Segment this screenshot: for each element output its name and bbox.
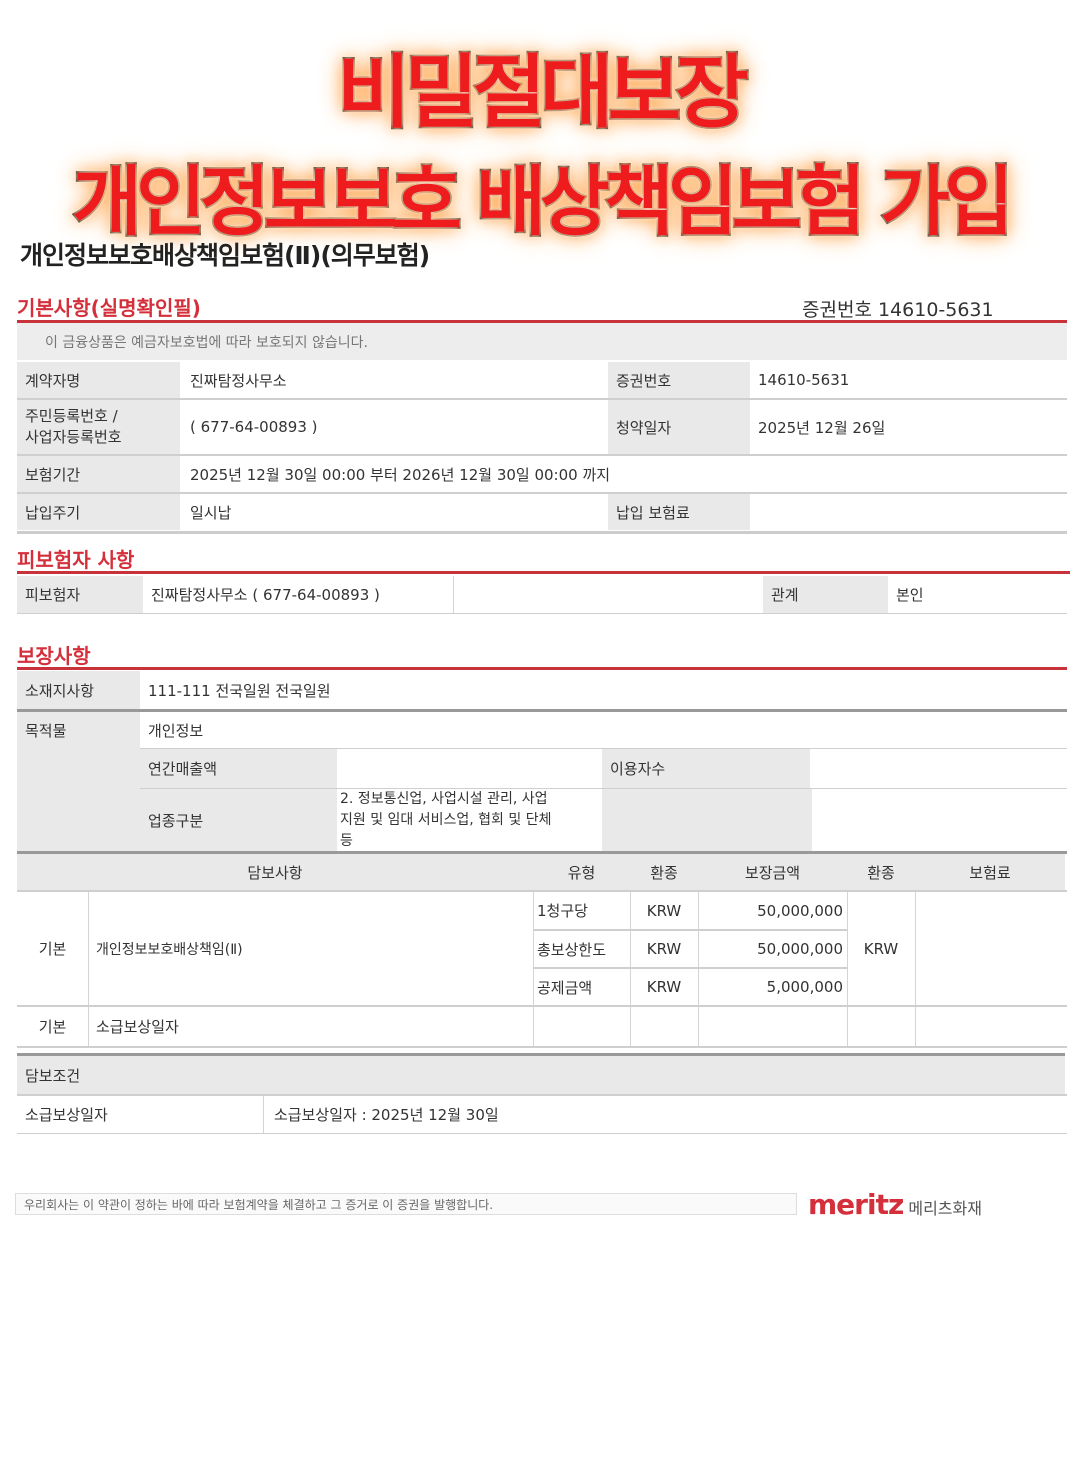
notice: 이 금융상품은 예금자보호법에 따라 보호되지 않습니다. [17,323,1067,360]
coverage-name: 소급보상일자 [96,1017,179,1036]
insured-name: 진짜탐정사무소 ( 677-64-00893 ) [151,586,380,604]
insurance-period: 2025년 12월 30일 00:00 부터 2026년 12월 30일 00:… [190,465,611,484]
label: 업종구분 [140,789,337,852]
label: 납입 보험료 [608,494,750,530]
section-coverage-title: 보장사항 [17,644,91,668]
banner-line-2: 개인정보보호 배상책임보험 가입 [71,156,1016,248]
label: 청약일자 [608,400,750,454]
relation: 본인 [896,586,924,604]
coverage-name: 개인정보보호배상책임(Ⅱ) [96,941,243,958]
contractor-name: 진짜탐정사무소 [190,371,287,390]
label: 소급보상일자 [25,1106,108,1124]
section-basic-title: 기본사항(실명확인필) [17,296,201,320]
amount: 50,000,000 [757,940,843,958]
coverage-kind: 기본 [38,1017,67,1036]
label: 사업자등록번호 [25,428,122,446]
col-header: 담보사항 [247,863,303,882]
coverage-type: 1청구당 [537,902,588,920]
amount: 50,000,000 [757,901,843,920]
label: 연간매출액 [140,749,337,788]
col-header: 보장금액 [744,863,801,882]
coverage-type: 총보상한도 [537,940,607,959]
label: 계약자명 [17,362,180,398]
currency: KRW [646,901,682,920]
industry-text: 지원 및 임대 서비스업, 협회 및 단체 [340,812,552,828]
currency: KRW [646,940,682,958]
label: 소재지사항 [17,671,140,709]
coverage-kind: 기본 [38,940,67,958]
logo-text: meritz [808,1188,904,1221]
amount: 5,000,000 [766,978,843,996]
payment-cycle: 일시납 [190,503,232,522]
apply-date: 2025년 12월 26일 [758,418,886,437]
conditions-title: 담보조건 [17,1056,1065,1094]
premium-currency: KRW [863,939,899,958]
label: 보험기간 [17,456,180,492]
col-header: 환종 [650,863,678,882]
coverage-type: 공제금액 [537,978,593,997]
doc-title: 개인정보보호배상책임보험(Ⅱ)(의무보험) [20,241,430,270]
logo-text: 메리츠화재 [908,1199,982,1218]
label: 이용자수 [602,749,810,788]
cert-number: 14610-5631 [758,371,850,389]
cert-number-heading: 증권번호 14610-5631 [802,299,994,321]
col-header: 보험료 [969,863,1011,882]
label: 주민등록번호 / [25,407,118,425]
meritz-logo: meritz 메리츠화재 [808,1188,982,1221]
industry-text: 등 [340,833,353,849]
registration-number: ( 677-64-00893 ) [190,418,318,436]
retro-date: 소급보상일자 : 2025년 12월 30일 [274,1106,499,1124]
col-header: 유형 [567,863,596,882]
currency: KRW [646,978,682,996]
label: 피보험자 [17,576,143,613]
section-insured-title: 피보험자 사항 [17,548,135,572]
label: 납입주기 [17,494,180,530]
object: 개인정보 [148,721,204,740]
footer-statement: 우리회사는 이 약관이 정하는 바에 따라 보험계약을 체결하고 그 증거로 이… [15,1193,797,1215]
col-header: 환종 [867,863,895,882]
industry-text: 2. 정보통신업, 사업시설 관리, 사업 [340,791,548,807]
label: 관계 [763,576,888,613]
label: 목적물 [25,721,67,740]
location: 111-111 전국일원 전국일원 [148,681,331,700]
label: 증권번호 [608,362,750,398]
banner-line-1: 비밀절대보장 [336,45,751,141]
